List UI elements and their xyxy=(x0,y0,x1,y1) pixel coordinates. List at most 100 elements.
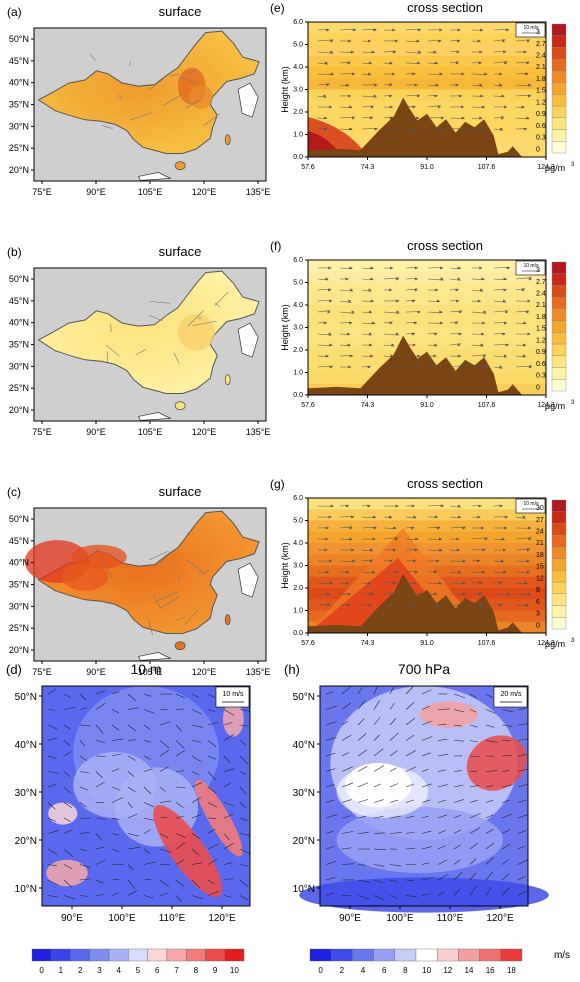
wind-arrow xyxy=(469,842,478,850)
wind-arrow xyxy=(517,753,528,757)
wind-arrowhead xyxy=(389,83,393,87)
wind-arrowhead xyxy=(390,266,394,270)
landmass xyxy=(137,172,172,181)
wind-arrow xyxy=(389,815,401,819)
wind-arrowhead xyxy=(438,537,442,541)
colorbar-tick-label: 9 xyxy=(213,966,218,975)
wind-arrowhead xyxy=(461,127,465,131)
colorbar-tick-label: 8 xyxy=(194,966,199,975)
wind-arrowhead xyxy=(435,288,439,292)
wind-arrowhead xyxy=(389,105,393,109)
colorbar-swatch xyxy=(551,367,567,380)
y-tick-label: 45°N xyxy=(9,296,29,306)
wind-arrow xyxy=(325,814,338,819)
wind-arrow xyxy=(469,799,478,803)
colorbar-swatch xyxy=(437,948,459,962)
wind-arrow xyxy=(239,771,247,776)
wind-arrow xyxy=(143,861,156,865)
wind-arrow xyxy=(493,581,503,584)
wind-arrowhead xyxy=(370,354,374,358)
colorbar-swatch xyxy=(551,379,567,392)
wind-arrow xyxy=(325,721,337,726)
wind-arrow xyxy=(389,879,398,883)
wind-arrow xyxy=(501,829,511,834)
wind-arrowhead xyxy=(346,83,350,87)
wind-arrow xyxy=(405,799,415,803)
wind-arrow xyxy=(421,768,429,772)
wind-arrow xyxy=(47,771,60,774)
x-tick-label: 105°E xyxy=(138,427,163,437)
y-axis-label: Height (km) xyxy=(280,304,290,351)
panel-title: surface xyxy=(159,484,202,499)
wind-arrowhead xyxy=(480,288,484,292)
y-tick-label: 20°N xyxy=(293,836,315,847)
wind-arrow xyxy=(79,724,91,727)
wind-arrowhead xyxy=(389,515,393,519)
wind-arrow xyxy=(389,703,395,710)
wind-arrow xyxy=(143,802,154,808)
colorbar-tick-label: 2 xyxy=(340,966,345,975)
wind-arrow xyxy=(79,817,91,820)
wind-arrow xyxy=(79,740,85,747)
concentration-band xyxy=(308,282,546,295)
wind-arrow xyxy=(63,848,74,857)
wind-arrow xyxy=(111,797,123,803)
x-tick-label: 120°E xyxy=(192,667,217,677)
wind-arrowhead xyxy=(415,537,419,541)
panel-label: (e) xyxy=(270,1,285,15)
y-tick-label: 1.0 xyxy=(293,370,303,377)
wind-arrow xyxy=(143,693,152,697)
vector-legend-label: 10 m/s xyxy=(222,691,244,698)
wind-arrow xyxy=(339,300,352,303)
colorbar-tick-label: 0.3 xyxy=(536,135,546,142)
y-tick-label: 20°N xyxy=(9,165,29,175)
wind-arrow xyxy=(373,895,384,900)
wind-arrowhead xyxy=(373,526,377,530)
x-tick-label: 75°E xyxy=(32,427,52,437)
wind-arrow xyxy=(159,766,169,772)
wind-arrow xyxy=(47,817,57,822)
wind-arrow xyxy=(47,802,56,810)
wind-arrow xyxy=(517,738,529,741)
wind-arrow xyxy=(453,815,461,819)
wind-arrowhead xyxy=(325,537,329,541)
wind-arrow xyxy=(207,786,217,794)
wind-arrow xyxy=(207,858,218,865)
colorbar-tick-label: 2.7 xyxy=(536,279,546,286)
x-tick-label: 105°E xyxy=(138,667,163,677)
wind-arrow xyxy=(357,718,365,726)
wind-arrowhead xyxy=(526,570,530,574)
wind-arrow xyxy=(517,875,526,881)
wind-arrow xyxy=(207,879,215,885)
hainan-island xyxy=(174,641,186,651)
x-tick-label: 120°E xyxy=(208,913,236,924)
china-outline xyxy=(37,270,260,394)
wind-arrow xyxy=(361,289,372,292)
wind-arrow xyxy=(437,859,448,865)
landmass xyxy=(137,412,172,421)
wind-arrow xyxy=(405,734,415,741)
wind-arrowhead xyxy=(369,310,373,314)
wind-arrow xyxy=(421,736,433,741)
wind-arrowhead xyxy=(411,526,415,530)
wind-arrowhead xyxy=(393,526,397,530)
wind-arrowhead xyxy=(524,127,528,131)
wind-arrowhead xyxy=(374,83,378,87)
concentration-band xyxy=(308,78,546,90)
wind-arrow xyxy=(471,604,484,607)
wind-arrowhead xyxy=(526,548,530,552)
panel-title: 10 m xyxy=(130,661,161,677)
wind-arrow xyxy=(175,859,185,865)
wind-arrow xyxy=(389,895,398,899)
wind-arrowhead xyxy=(390,354,394,358)
wind-arrow xyxy=(421,705,430,710)
y-tick-label: 0.0 xyxy=(293,630,303,637)
wind-arrow xyxy=(325,691,334,695)
x-tick-label: 91.0 xyxy=(420,640,434,647)
wind-arrowhead xyxy=(440,504,444,508)
wind-arrowhead xyxy=(347,603,351,607)
wind-arrow xyxy=(127,813,138,819)
wind-arrow xyxy=(325,892,335,896)
wind-arrowhead xyxy=(349,266,353,270)
wind-arrow xyxy=(373,815,384,819)
